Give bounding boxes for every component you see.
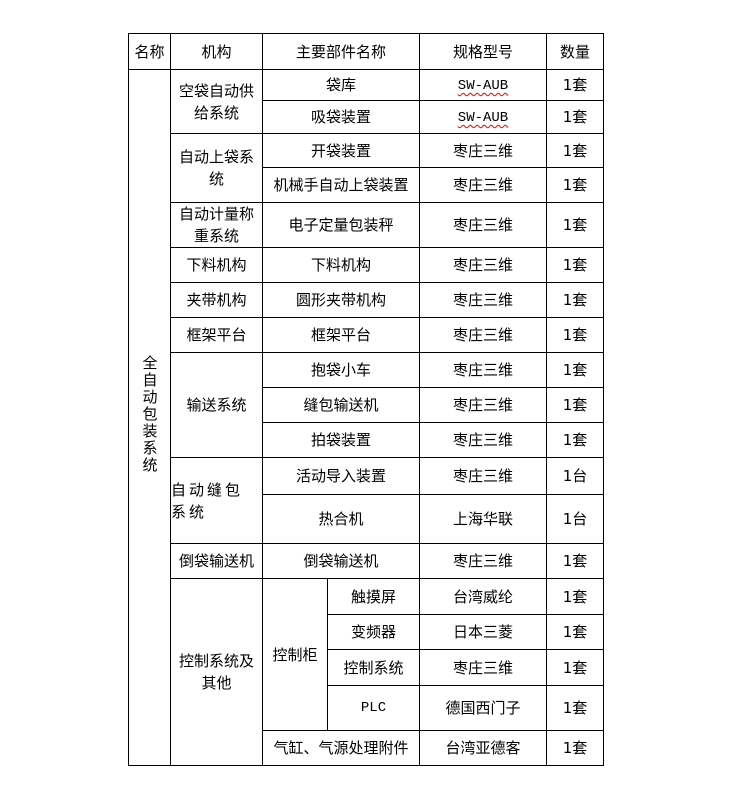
spec-cell: 日本三菱 <box>419 614 548 650</box>
spec-cell: 枣庄三维 <box>419 543 548 579</box>
component-cell: 倒袋输送机 <box>261 543 421 579</box>
header-component: 主要部件名称 <box>261 33 421 70</box>
component-cell: 吸袋装置 <box>261 100 421 134</box>
component-cell: 变频器 <box>326 614 421 650</box>
component-cell: 开袋装置 <box>261 133 421 168</box>
mechanism-cell: 自动缝包系统 <box>170 457 263 544</box>
spec-cell: 台湾威纶 <box>419 578 548 615</box>
header-name: 名称 <box>128 33 171 70</box>
spec-cell: SW-AUB <box>419 100 548 134</box>
component-cell: PLC <box>326 685 421 731</box>
table-row: 控制系统及其他 控制柜 触摸屏 台湾威纶 1套 <box>129 578 605 766</box>
component-cell: 气缸、气源处理附件 <box>261 730 421 766</box>
spec-cell: 上海华联 <box>419 494 548 544</box>
table-row: 全自动包装系统 空袋自动供给系统 袋库 SW-AUB 1套 <box>128 69 605 766</box>
system-name-cell: 全自动包装系统 <box>128 69 171 766</box>
component-cell: 下料机构 <box>261 247 421 283</box>
component-cell: 圆形夹带机构 <box>261 282 421 318</box>
component-cell: 触摸屏 <box>326 578 421 615</box>
cabinet-cell: 控制柜 <box>262 578 328 731</box>
mechanism-cell: 控制系统及其他 <box>170 578 263 766</box>
mechanism-cell: 输送系统 <box>170 352 263 458</box>
mechanism-cell: 倒袋输送机 <box>170 543 263 579</box>
mechanism-cell: 框架平台 <box>170 317 263 353</box>
spec-cell: 台湾亚德客 <box>419 730 548 766</box>
spec-cell: 枣庄三维 <box>419 457 548 495</box>
component-cell: 机械手自动上袋装置 <box>261 167 421 203</box>
component-cell: 框架平台 <box>261 317 421 353</box>
table-row: 机械手自动上袋装置 枣庄三维 1套 <box>129 167 605 203</box>
mechanism-cell: 下料机构 <box>170 247 263 283</box>
qty-cell: 1套 <box>546 352 605 388</box>
table-row: 缝包输送机 枣庄三维 1套 <box>129 387 605 423</box>
mechanism-cell: 自动上袋系统 <box>170 133 263 203</box>
table-row: 自动上袋系统 开袋装置 枣庄三维 1套 <box>129 133 605 203</box>
header-spec: 规格型号 <box>419 33 548 70</box>
spec-cell: 德国西门子 <box>419 685 548 731</box>
qty-cell: 1套 <box>546 649 605 686</box>
spec-cell: 枣庄三维 <box>419 649 548 686</box>
component-cell: 活动导入装置 <box>261 457 421 495</box>
spec-cell: 枣庄三维 <box>419 133 548 168</box>
spec-cell: 枣庄三维 <box>419 387 548 423</box>
component-cell: 袋库 <box>261 69 421 101</box>
table-row: 倒袋输送机 倒袋输送机 枣庄三维 1套 <box>129 543 605 579</box>
table-row: 框架平台 框架平台 枣庄三维 1套 <box>129 317 605 353</box>
qty-cell: 1套 <box>546 685 605 731</box>
qty-cell: 1套 <box>546 422 605 458</box>
qty-cell: 1套 <box>546 282 605 318</box>
table-row: 自动计量称重系统 电子定量包装秤 枣庄三维 1套 <box>129 202 605 248</box>
component-cell: 缝包输送机 <box>261 387 421 423</box>
qty-cell: 1套 <box>546 578 605 615</box>
spec-text: SW-AUB <box>457 110 509 126</box>
spec-cell: 枣庄三维 <box>419 422 548 458</box>
spec-cell: 枣庄三维 <box>419 167 548 203</box>
qty-cell: 1套 <box>546 730 605 766</box>
qty-cell: 1台 <box>546 457 605 495</box>
mechanism-cell: 自动计量称重系统 <box>170 202 263 248</box>
qty-cell: 1台 <box>546 494 605 544</box>
table-row: PLC 德国西门子 1套 <box>129 685 605 731</box>
qty-cell: 1套 <box>546 543 605 579</box>
qty-cell: 1套 <box>546 202 605 248</box>
table-row: 输送系统 抱袋小车 枣庄三维 1套 <box>129 352 605 458</box>
component-cell: 控制系统 <box>326 649 421 686</box>
header-qty: 数量 <box>546 33 605 70</box>
component-cell: 抱袋小车 <box>261 352 421 388</box>
table-row: 变频器 日本三菱 1套 <box>129 614 605 650</box>
qty-cell: 1套 <box>546 387 605 423</box>
table-row: 下料机构 下料机构 枣庄三维 1套 <box>129 247 605 283</box>
table-row: 吸袋装置 SW-AUB 1套 <box>129 100 605 134</box>
spec-cell: SW-AUB <box>419 69 548 101</box>
qty-cell: 1套 <box>546 133 605 168</box>
qty-cell: 1套 <box>546 69 605 101</box>
spec-text: SW-AUB <box>457 78 509 94</box>
mechanism-cell: 空袋自动供给系统 <box>170 69 263 134</box>
qty-cell: 1套 <box>546 167 605 203</box>
table-row: 热合机 上海华联 1台 <box>129 494 605 544</box>
component-cell: 电子定量包装秤 <box>261 202 421 248</box>
header-row: 名称 机构 主要部件名称 规格型号 数量 <box>128 33 605 70</box>
table-row: 控制系统 枣庄三维 1套 <box>129 649 605 686</box>
equipment-table: 名称 机构 主要部件名称 规格型号 数量 全自动包装系统 空袋自动供给系统 袋库… <box>128 33 605 766</box>
component-cell: 拍袋装置 <box>261 422 421 458</box>
qty-cell: 1套 <box>546 247 605 283</box>
spec-cell: 枣庄三维 <box>419 317 548 353</box>
qty-cell: 1套 <box>546 317 605 353</box>
header-mechanism: 机构 <box>170 33 263 70</box>
spec-cell: 枣庄三维 <box>419 282 548 318</box>
spec-cell: 枣庄三维 <box>419 352 548 388</box>
mechanism-cell: 夹带机构 <box>170 282 263 318</box>
table-row: 自动缝包系统 活动导入装置 枣庄三维 1台 <box>129 457 605 544</box>
qty-cell: 1套 <box>546 100 605 134</box>
table-row: 气缸、气源处理附件 台湾亚德客 1套 <box>129 730 605 766</box>
system-name: 全自动包装系统 <box>140 355 159 474</box>
table-row: 夹带机构 圆形夹带机构 枣庄三维 1套 <box>129 282 605 318</box>
component-cell: 热合机 <box>261 494 421 544</box>
table-row: 拍袋装置 枣庄三维 1套 <box>129 422 605 458</box>
spec-cell: 枣庄三维 <box>419 247 548 283</box>
spec-cell: 枣庄三维 <box>419 202 548 248</box>
qty-cell: 1套 <box>546 614 605 650</box>
